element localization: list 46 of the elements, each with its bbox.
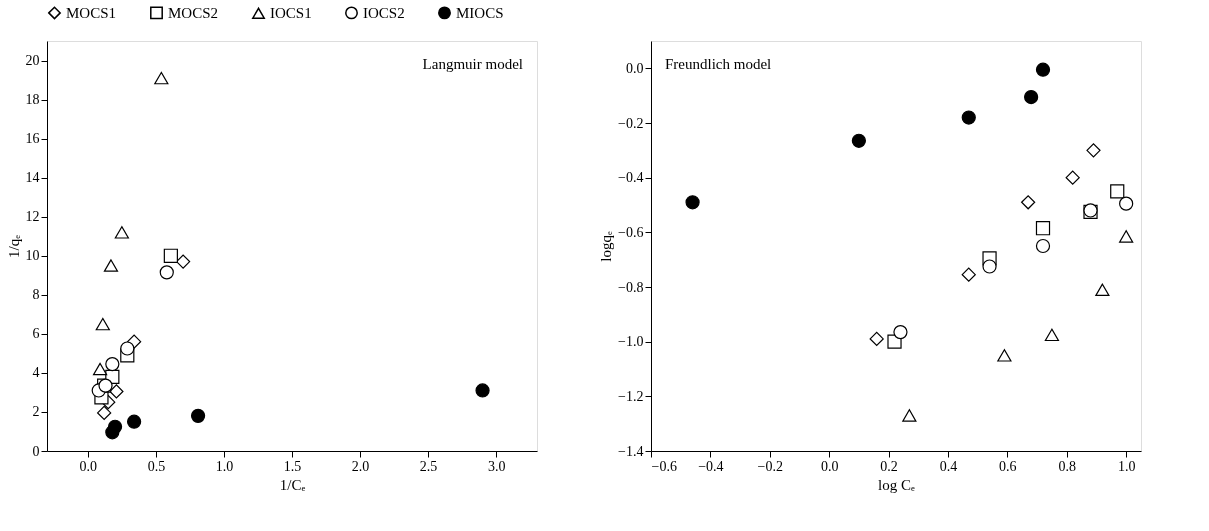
x-tick-label: 0.6 <box>999 458 1017 474</box>
y-tick-label: −0.4 <box>618 170 644 186</box>
y-tick-label: −1.0 <box>618 334 644 350</box>
y-tick-label: 20 <box>25 53 40 69</box>
x-tick-label: 0.5 <box>147 458 166 474</box>
x-tick-label: 1.0 <box>215 458 234 474</box>
x-tick-label: 0.0 <box>820 458 839 474</box>
y-axis-title: logqₑ <box>598 231 615 262</box>
x-tick-label: 1.5 <box>283 458 302 474</box>
x-tick-label: 1.0 <box>1117 458 1136 474</box>
legend-label: MOCS1 <box>66 4 117 21</box>
y-tick-label: 0 <box>32 443 40 459</box>
x-tick-label: 2.5 <box>419 458 438 474</box>
legend-label: MIOCS <box>456 4 504 21</box>
x-tick-label: −0.2 <box>757 458 783 474</box>
y-tick-label: 10 <box>25 248 40 264</box>
x-axis-title: log Cₑ <box>878 476 916 493</box>
x-tick-label: −0.6 <box>651 458 677 474</box>
annotation: Langmuir model <box>422 56 523 72</box>
y-tick-label: −0.6 <box>618 224 644 240</box>
x-tick-label: 0.0 <box>79 458 98 474</box>
y-tick-label: 6 <box>32 326 40 342</box>
y-tick-label: 12 <box>25 209 40 225</box>
legend-label: MOCS2 <box>168 4 219 21</box>
legend-label: IOCS1 <box>270 5 312 22</box>
x-tick-label: 0.2 <box>880 458 898 474</box>
y-tick-label: −0.8 <box>618 279 644 295</box>
x-tick-label: 2.0 <box>351 458 370 474</box>
x-tick-label: 3.0 <box>487 458 506 474</box>
y-tick-label: 0.0 <box>626 60 644 76</box>
y-tick-label: 14 <box>25 170 40 186</box>
x-tick-label: 0.4 <box>939 458 958 474</box>
y-tick-label: 18 <box>25 92 40 108</box>
x-tick-label: −0.4 <box>698 458 724 474</box>
y-axis-title: 1/qₑ <box>5 234 22 259</box>
y-tick-label: 4 <box>32 365 40 381</box>
x-axis-title: 1/Cₑ <box>279 476 306 493</box>
y-tick-label: 16 <box>25 131 40 147</box>
y-tick-label: 2 <box>32 404 40 420</box>
annotation: Freundlich model <box>665 56 772 72</box>
legend-label: IOCS2 <box>363 4 405 21</box>
y-tick-label: −1.4 <box>618 443 644 459</box>
y-tick-label: 8 <box>32 287 40 303</box>
y-tick-label: −0.2 <box>618 115 644 131</box>
x-tick-label: 0.8 <box>1058 458 1077 474</box>
y-tick-label: −1.2 <box>618 388 644 404</box>
